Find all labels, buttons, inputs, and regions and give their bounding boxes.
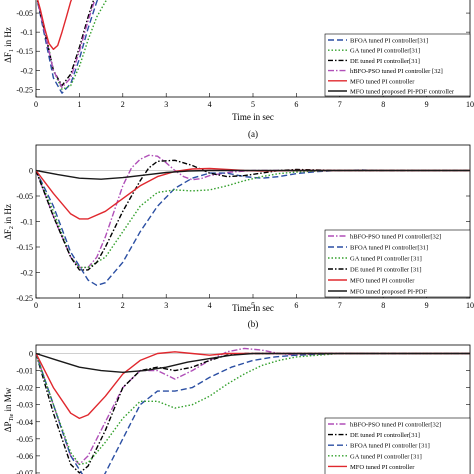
x-tick-label: 8 [381, 100, 385, 109]
y-tick-label: -0.04 [16, 418, 33, 427]
legend-entry: BFOA tuned PI controller[31] [350, 38, 428, 45]
legend-entry: BFOA tuned PI controller [31] [350, 443, 430, 450]
y-axis-label: ΔF1 in Hz [3, 27, 15, 63]
y-tick-label: -0.1 [20, 28, 33, 37]
y-tick-label: -0.25 [16, 294, 33, 303]
series-line-1 [36, 154, 470, 269]
x-tick-label: 3 [164, 301, 168, 310]
x-axis-label: Time in sec [232, 303, 274, 313]
legend: BFOA tuned PI controller[31] GA tuned PI … [324, 33, 471, 97]
series-line-4 [36, 352, 470, 466]
x-tick-label: 5 [251, 301, 255, 310]
x-tick-label: 1 [77, 301, 81, 310]
series-line-5 [36, 0, 73, 50]
chart-panel-3: 0 -0.01 -0.02 -0.03 -0.04 -0.05 -0.06 -0.07 hBFO… [3, 344, 471, 474]
legend: hBFO-PSO tuned PI controller[32] DE tuned… [324, 417, 471, 474]
legend-entry: BFOA tuned PI controller[31] [350, 245, 428, 252]
x-tick-label: 10 [466, 301, 474, 310]
legend-entry: hBFO-PSO tuned PI controller [32] [350, 68, 443, 75]
y-tick-label: -0.05 [16, 435, 33, 444]
y-tick-label: -0.07 [16, 469, 33, 474]
y-tick-label: 0 [29, 167, 33, 176]
x-tick-label: 0 [34, 301, 38, 310]
x-tick-label: 9 [425, 301, 429, 310]
panel-label: (a) [248, 129, 258, 139]
y-tick-label: -0.15 [16, 47, 33, 56]
x-tick-label: 0 [34, 100, 38, 109]
legend-entry: MFO tuned PI controller [350, 464, 415, 471]
x-tick-label: 4 [208, 301, 212, 310]
chart-panel-1: -0.05 -0.1 -0.15 -0.2 -0.250 1 2 3 4 5 6 7 8 9 10 BFOA … [3, 0, 474, 139]
x-tick-label: 3 [164, 100, 168, 109]
y-tick-label: 0 [29, 350, 33, 359]
y-tick-label: -0.05 [16, 9, 33, 18]
x-tick-label: 6 [294, 301, 298, 310]
y-tick-label: -0.05 [16, 192, 33, 201]
series-line-2 [36, 0, 109, 91]
legend: hBFO-PSO tuned PI controller[32] BFOA tun… [324, 229, 471, 298]
x-tick-label: 7 [338, 100, 342, 109]
x-tick-label: 4 [208, 100, 212, 109]
y-tick-label: -0.15 [16, 243, 33, 252]
x-tick-label: 9 [425, 100, 429, 109]
legend-entry: MFO tuned proposed PI-PDF controller [350, 89, 455, 96]
series-line-5 [36, 351, 470, 420]
x-tick-label: 2 [121, 100, 125, 109]
x-tick-label: 10 [466, 100, 474, 109]
series-line-5 [36, 167, 470, 220]
y-axis-label: ΔF2 in Hz [3, 204, 15, 240]
series-group [36, 0, 109, 94]
legend-entry: GA tuned PI controller[31] [350, 48, 420, 55]
legend-box [324, 417, 471, 474]
legend-entry: GA tuned PI controller [31] [350, 256, 422, 263]
legend-entry: DE tuned PI controller [31] [350, 267, 421, 274]
x-tick-label: 8 [381, 301, 385, 310]
x-tick-label: 5 [251, 100, 255, 109]
legend-box [324, 229, 471, 298]
y-tick-label: -0.2 [20, 269, 33, 278]
x-tick-label: 2 [121, 301, 125, 310]
series-line-6 [36, 352, 470, 373]
y-tick-label: -0.02 [16, 384, 33, 393]
legend-box [324, 33, 471, 97]
legend-entry: GA tuned PI controller [31] [350, 453, 422, 460]
series-line-1 [36, 347, 470, 466]
series-line-1 [36, 0, 99, 94]
y-tick-label: -0.2 [20, 66, 33, 75]
panel-label: (b) [248, 319, 259, 329]
legend-entry: MFO tuned PI controller [350, 278, 415, 285]
y-tick-label: -0.25 [16, 85, 33, 94]
series-line-4 [36, 0, 96, 89]
y-tick-label: -0.06 [16, 452, 33, 461]
y-axis-label: ΔPTie in Mw [3, 387, 15, 432]
series-group [36, 347, 470, 474]
legend-entry: hBFO-PSO tuned PI controller[32] [350, 422, 441, 429]
legend-entry: MFO tuned PI controller [350, 78, 415, 85]
y-tick-label: -0.03 [16, 401, 33, 410]
chart-panel-2: 0-0.05-0.1-0.15-0.2-0.250 1 2 3 4 5 6 7 8 9 10hBFO… [3, 144, 474, 329]
series-line-6 [36, 169, 470, 180]
x-tick-label: 6 [294, 100, 298, 109]
legend-entry: hBFO-PSO tuned PI controller[32] [350, 234, 441, 241]
x-tick-label: 1 [77, 100, 81, 109]
legend-entry: DE tuned PI controller[31] [350, 58, 420, 65]
plot-frame [35, 344, 471, 474]
legend-entry: DE tuned PI controller[31] [350, 432, 420, 439]
legend-entry: MFO tuned proposed PI-PDF [350, 289, 427, 296]
y-tick-label: -0.1 [20, 218, 33, 227]
x-tick-label: 7 [338, 301, 342, 310]
series-line-3 [36, 352, 470, 474]
y-tick-label: -0.01 [16, 367, 33, 376]
x-axis-label: Time in sec [232, 112, 274, 122]
series-group [36, 154, 470, 286]
